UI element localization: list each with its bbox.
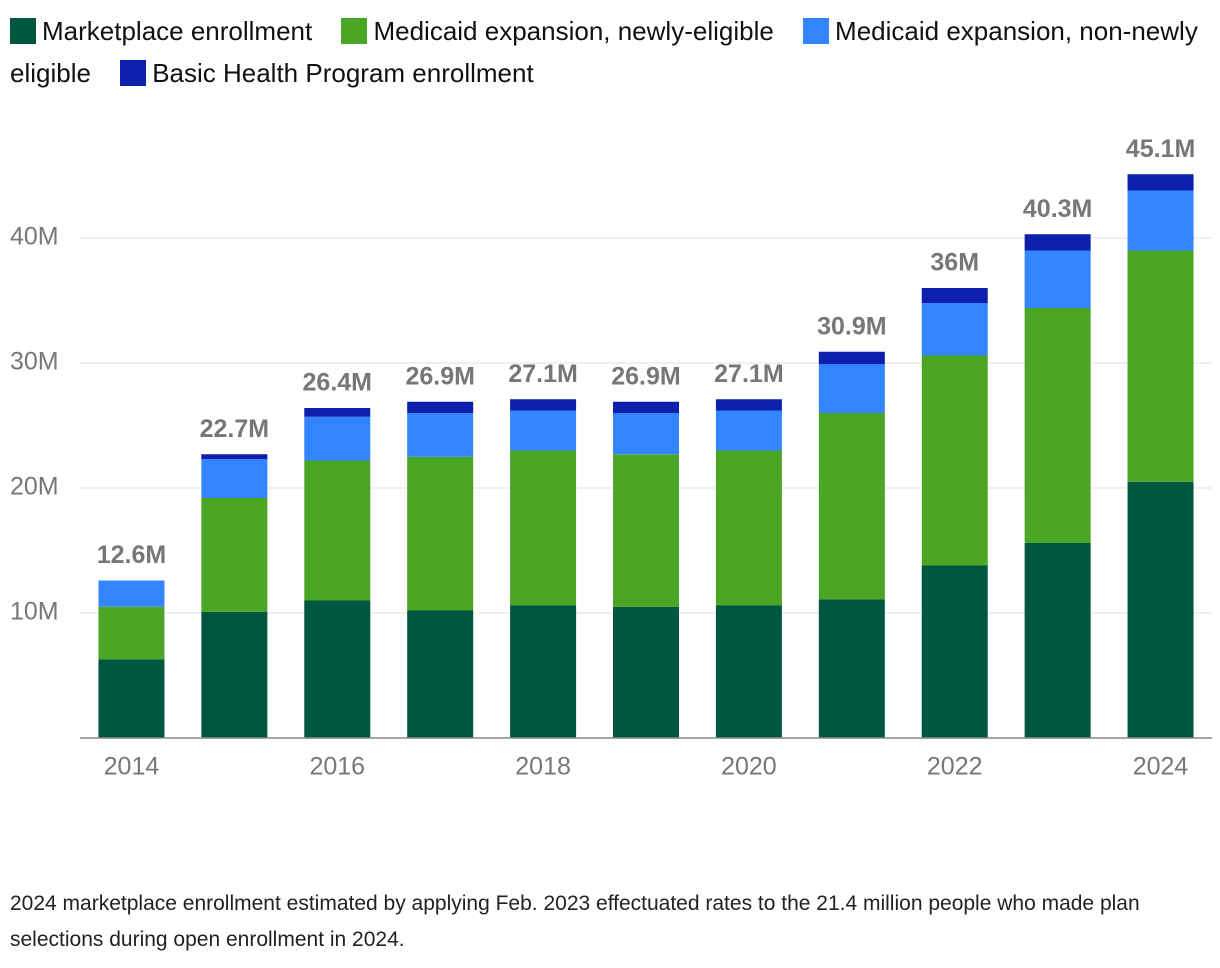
- bar-segment: [201, 454, 268, 460]
- bar-segment: [1127, 190, 1194, 251]
- bar-segment: [921, 288, 988, 303]
- bar-segment: [1024, 250, 1091, 308]
- bar-segment: [407, 610, 474, 738]
- bar-segment: [1127, 481, 1194, 738]
- bar-segment: [304, 408, 371, 417]
- bar-segment: [818, 351, 885, 365]
- bar-segment: [98, 659, 165, 738]
- legend-label: Medicaid expansion, newly-eligible: [373, 16, 774, 46]
- total-label: 22.7M: [200, 415, 269, 443]
- bar-segment: [201, 498, 268, 612]
- x-tick-label: 2024: [1133, 753, 1189, 781]
- bar-segment: [715, 605, 782, 738]
- x-tick-label: 2014: [104, 753, 160, 781]
- legend-swatch: [803, 18, 830, 44]
- bar-segment: [715, 410, 782, 451]
- total-label: 45.1M: [1126, 135, 1195, 163]
- total-label: 27.1M: [508, 360, 577, 388]
- legend-swatch: [341, 18, 368, 44]
- bar-segment: [613, 454, 679, 607]
- bar-segment: [715, 399, 782, 411]
- y-tick-label: 10M: [10, 598, 59, 626]
- bar-segment: [201, 459, 268, 498]
- legend-item: Marketplace enrollment: [10, 16, 312, 46]
- total-label: 30.9M: [817, 312, 886, 340]
- x-tick-label: 2016: [309, 753, 365, 781]
- bar-segment: [510, 399, 577, 411]
- legend-item: Medicaid expansion, non-newly eligible: [10, 16, 1198, 88]
- y-tick-label: 40M: [10, 223, 59, 251]
- total-label: 40.3M: [1023, 195, 1092, 223]
- legend-label: Medicaid expansion, non-newly eligible: [10, 16, 1198, 88]
- legend-item: Medicaid expansion, newly-eligible: [341, 16, 774, 46]
- total-label: 26.4M: [303, 369, 372, 397]
- bar-segment: [407, 401, 474, 413]
- bar-segment: [613, 413, 679, 455]
- bar-segment: [510, 410, 577, 451]
- total-label: 12.6M: [97, 541, 166, 569]
- bar-segment: [1024, 234, 1091, 251]
- legend-swatch: [120, 60, 147, 86]
- bar-segment: [407, 413, 474, 457]
- y-tick-label: 30M: [10, 348, 59, 376]
- bar-segment: [201, 611, 268, 738]
- x-tick-label: 2020: [721, 753, 777, 781]
- bar-segment: [818, 413, 885, 600]
- chart: 10M 20M 30M 40M 12.6M 2014 22.7M 26.4M 2016 26.9M…: [10, 135, 1212, 781]
- bar-segment: [818, 364, 885, 413]
- bar-segment: [304, 416, 371, 461]
- bar-segment: [510, 605, 577, 738]
- bar-segment: [1127, 174, 1194, 191]
- x-tick-label: 2022: [927, 753, 983, 781]
- legend: Marketplace enrollment Medicaid expansio…: [10, 10, 1200, 94]
- bar-segment: [921, 355, 988, 566]
- bar-segment: [921, 303, 988, 356]
- bar-segment: [510, 450, 577, 606]
- bar-segment: [304, 460, 371, 601]
- footnote: 2024 marketplace enrollment estimated by…: [10, 892, 1140, 951]
- bar-segment: [613, 606, 679, 738]
- total-label: 26.9M: [611, 362, 680, 390]
- total-label: 27.1M: [714, 360, 783, 388]
- legend-label: Basic Health Program enrollment: [152, 58, 534, 88]
- y-tick-label: 20M: [10, 473, 59, 501]
- bar-segment: [921, 565, 988, 738]
- total-label: 26.9M: [405, 362, 474, 390]
- legend-item: Basic Health Program enrollment: [120, 58, 534, 88]
- legend-label: Marketplace enrollment: [42, 16, 313, 46]
- bar-segment: [1127, 250, 1194, 482]
- bar-segment: [98, 606, 165, 660]
- bar-segment: [1024, 308, 1091, 543]
- bar-segment: [1024, 543, 1091, 738]
- total-label: 36M: [930, 249, 979, 277]
- bar-segment: [304, 600, 371, 738]
- bar-segment: [613, 401, 679, 413]
- bar-segment: [715, 450, 782, 606]
- bar-segment: [818, 599, 885, 738]
- x-tick-label: 2018: [515, 753, 571, 781]
- bar-segment: [98, 580, 165, 607]
- legend-swatch: [10, 18, 36, 44]
- bar-segment: [407, 456, 474, 611]
